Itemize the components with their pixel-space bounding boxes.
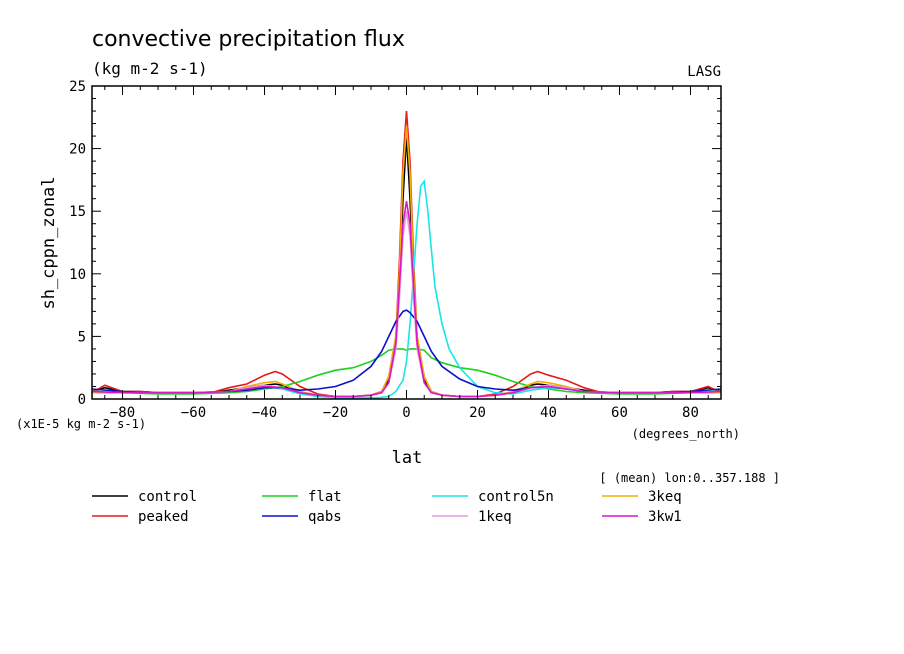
x-tick-label: −80 — [110, 405, 135, 421]
series-line-3kw1 — [91, 201, 722, 398]
legend-label-3keq: 3keq — [648, 489, 682, 505]
x-tick-label: −20 — [323, 405, 348, 421]
axis-ticks: −80 −60 −40 −20 0 20 40 60 80 0 5 10 15 20 25 — [69, 79, 721, 421]
y-axis-label: sh_cppn_zonal — [39, 176, 59, 309]
legend-label-3kw1: 3kw1 — [648, 509, 682, 525]
legend: control flat control5n 3keq peaked qabs 1keq 3k… — [92, 489, 682, 525]
y-tick-label: 5 — [78, 329, 86, 345]
x-tick-label: 40 — [540, 405, 557, 421]
series-line-flat — [92, 348, 721, 395]
x-tick-label: 20 — [469, 405, 486, 421]
legend-label-control: control — [138, 489, 197, 505]
legend-label-control5n: control5n — [478, 489, 554, 505]
series-line-peaked — [91, 110, 722, 398]
x-tick-label: −40 — [252, 405, 277, 421]
mean-note: [ (mean) lon:0..357.188 ] — [599, 471, 780, 485]
legend-label-peaked: peaked — [138, 509, 189, 525]
x-tick-label: −60 — [181, 405, 206, 421]
plot-frame — [91, 85, 722, 400]
y-tick-label: 25 — [69, 79, 86, 95]
source-label: LASG — [687, 64, 721, 80]
legend-label-flat: flat — [308, 489, 342, 505]
x-tick-label: 0 — [402, 405, 410, 421]
legend-label-qabs: qabs — [308, 509, 342, 525]
y-tick-label: 15 — [69, 204, 86, 220]
y-tick-label: 10 — [69, 267, 86, 283]
x-tick-label: 60 — [611, 405, 628, 421]
legend-label-1keq: 1keq — [478, 509, 512, 525]
series-line-3keq — [91, 126, 722, 398]
y-tick-label: 0 — [78, 392, 86, 408]
series-line-1keq — [91, 211, 722, 398]
chart-title: convective precipitation flux — [92, 27, 405, 52]
x-axis-label: lat — [392, 448, 423, 468]
x-axis-unit: (degrees_north) — [632, 427, 740, 441]
series-line-qabs — [91, 309, 722, 394]
plot-lines — [91, 110, 722, 399]
x-tick-label: 80 — [682, 405, 699, 421]
y-tick-label: 20 — [69, 142, 86, 158]
y-axis-unit: (x1E-5 kg m-2 s-1) — [16, 417, 146, 431]
chart-subtitle: (kg m-2 s-1) — [92, 59, 208, 78]
